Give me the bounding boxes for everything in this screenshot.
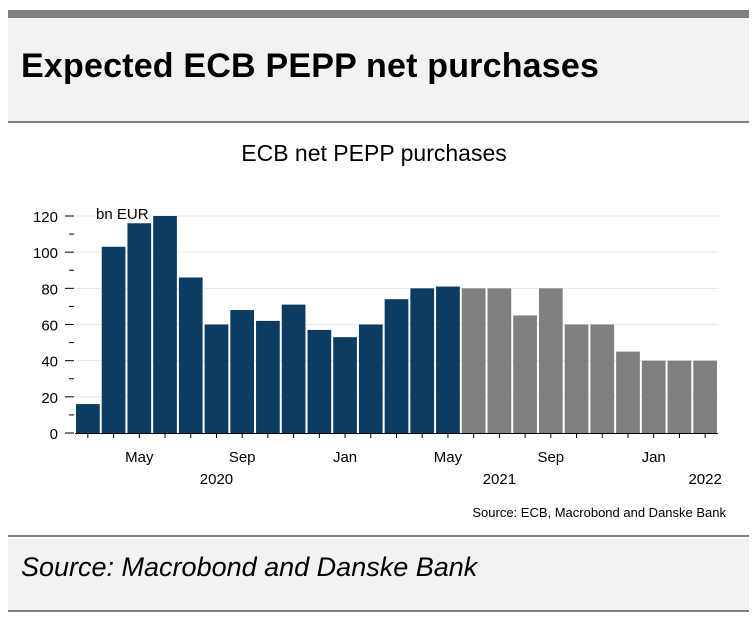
bar-expected [590,324,615,433]
footer-source: Source: Macrobond and Danske Bank [21,552,478,582]
x-tick-label: Sep [229,449,256,466]
bar-expected [513,315,537,433]
footer-band [8,539,749,610]
x-tick-label: Sep [537,449,564,466]
bar-layer [76,216,717,433]
bar-expected [616,351,640,433]
bar-actual [76,404,100,433]
bar-actual [101,246,126,433]
header-band [8,18,749,121]
unit-label: bn EUR [96,206,149,223]
bar-actual [127,223,152,433]
bar-actual [153,216,177,433]
bar-actual [333,337,357,433]
axis-layer: 0 20 40 60 80 100 120 May Sep Jan May Sep Jan 2020 202… [33,209,722,488]
year-label: 2022 [688,471,721,488]
chart-source-note: Source: ECB, Macrobond and Danske Bank [472,505,726,520]
bar-expected [641,360,666,433]
bar-actual [307,329,332,433]
year-label: 2020 [200,471,233,488]
header-divider [8,121,749,123]
y-tick-label: 120 [33,209,58,226]
y-tick-label: 60 [41,318,58,335]
y-tick-label: 80 [41,281,58,298]
page-title: Expected ECB PEPP net purchases [21,47,600,85]
bar-actual [178,277,203,433]
bar-chart: ECB net PEPP purchases 0 20 40 60 80 100 120 Ma… [33,140,727,520]
bar-actual [358,324,383,433]
bar-actual [410,288,435,433]
bar-expected [564,324,589,433]
footer-divider-bottom [8,610,749,612]
footer-divider-top [8,535,749,537]
bar-expected [693,360,717,433]
x-tick-label: May [125,449,154,466]
bar-actual [281,304,306,433]
y-tick-label: 40 [41,354,58,371]
x-tick-label: Jan [642,449,666,466]
top-rule [8,10,749,18]
y-tick-label: 20 [41,390,58,407]
bar-expected [538,288,563,433]
x-tick-label: Jan [333,449,357,466]
bar-expected [461,288,486,433]
year-label: 2021 [483,471,516,488]
chart-title: ECB net PEPP purchases [241,140,507,166]
bar-actual [204,324,229,433]
bar-expected [487,288,512,433]
chart-panel: ECB net PEPP purchases 0 20 40 60 80 100 120 Ma… [8,123,749,535]
x-tick-label: May [434,449,463,466]
y-tick-label: 100 [33,245,58,262]
bar-actual [436,286,460,433]
bar-expected [667,360,692,433]
bar-actual [230,310,255,433]
y-tick-label: 0 [50,426,58,443]
bar-actual [256,320,280,433]
bar-actual [384,299,409,433]
